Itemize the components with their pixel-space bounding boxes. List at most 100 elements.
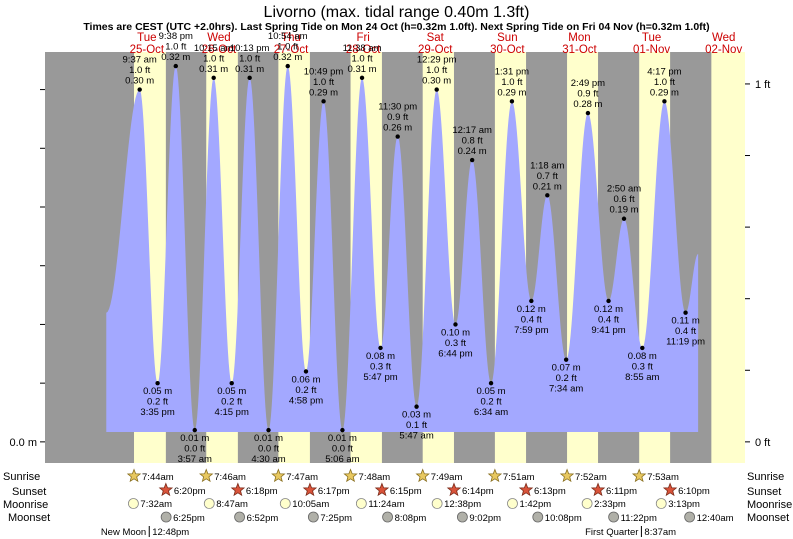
tide-time-7: 4:30 am (251, 454, 285, 465)
tide-ft-13: 0.3 ft (370, 361, 391, 372)
moonrise-time-4: 12:38pm (444, 499, 481, 510)
tide-time-21: 7:59 pm (514, 325, 548, 336)
moonset-time-6: 11:22pm (621, 513, 657, 524)
day-date-7: 01-Nov (633, 44, 670, 56)
tide-time-2: 9:38 pm (159, 31, 193, 42)
sunrise-icon-7 (631, 468, 647, 483)
tide-time-11: 5:06 am (325, 454, 359, 465)
tide-time-23: 7:34 am (549, 384, 583, 395)
moonset-icon-1 (234, 511, 245, 523)
moonrise-icon-3 (355, 498, 367, 509)
day-dow-8: Wed (712, 32, 735, 44)
tide-time-12: 11:38 am (343, 43, 382, 54)
day-date-3: 28-Oct (346, 44, 381, 56)
sunset-icon-0 (158, 482, 174, 497)
tide-point-8 (285, 63, 290, 69)
tide-ft-17: 0.3 ft (445, 338, 466, 349)
moonset-time-3: 8:08pm (395, 513, 427, 524)
tide-curve (106, 66, 699, 432)
tide-time-13: 5:47 pm (363, 372, 397, 383)
tide-m-0: 0.30 m (125, 76, 154, 87)
tide-ft-27: 0.3 ft (632, 361, 653, 372)
tide-ft-14: 0.9 ft (387, 112, 408, 123)
day-dow-3: Fri (356, 32, 369, 44)
row-label-sunrise-right: Sunrise (747, 471, 784, 483)
tide-m-4: 0.31 m (199, 64, 228, 75)
moonset-time-0: 6:25pm (173, 513, 205, 524)
tide-time-29: 11:19 pm (666, 337, 705, 348)
tide-ft-23: 0.2 ft (556, 373, 577, 384)
row-label-moonrise-left: Moonrise (3, 499, 48, 511)
tide-time-20: 1:31 pm (495, 66, 529, 77)
left-axis-label: 0.0 m (9, 437, 37, 449)
tide-points (137, 63, 688, 433)
tide-m-23: 0.07 m (552, 363, 581, 374)
tide-ft-8: 1.0 ft (277, 42, 298, 53)
moonrise-icon-5 (507, 498, 518, 509)
sunset-time-2: 6:17pm (318, 486, 350, 497)
tide-m-14: 0.26 m (383, 123, 412, 134)
tide-ft-22: 0.7 ft (537, 171, 558, 182)
day-date-8: 02-Nov (705, 44, 742, 56)
moonset-icon-7 (684, 511, 696, 523)
sunrise-time-0: 7:44am (142, 472, 174, 483)
moonset-time-7: 12:40am (697, 513, 734, 524)
sunrise-time-6: 7:52am (575, 472, 607, 483)
day-date-6: 31-Oct (562, 44, 597, 56)
moonrise-icon-7 (655, 498, 667, 509)
tide-time-8: 10:54 am (268, 31, 308, 42)
sunrise-icon-0 (126, 468, 142, 483)
tide-point-6 (247, 75, 252, 81)
moonrise-time-3: 11:24am (368, 499, 404, 510)
tide-m-26: 0.19 m (609, 205, 638, 216)
tide-point-29 (683, 310, 688, 315)
tide-point-13 (378, 345, 383, 351)
tide-m-21: 0.12 m (517, 304, 546, 315)
moon-phase-time-1: 8:37am (644, 527, 676, 538)
tide-m-5: 0.05 m (217, 386, 246, 397)
tide-area (106, 66, 699, 432)
sunset-time-7: 6:10pm (678, 486, 710, 497)
tide-ft-7: 0.0 ft (258, 444, 279, 455)
moonset-time-4: 9:02pm (469, 513, 501, 524)
tide-time-5: 4:15 pm (215, 407, 249, 418)
moon-phase-time-0: 12:48pm (152, 527, 189, 538)
sunset-time-3: 6:15pm (390, 486, 422, 497)
tide-m-1: 0.05 m (143, 386, 172, 397)
day-dow-2: Thu (281, 32, 301, 44)
tide-m-10: 0.29 m (309, 87, 338, 98)
tide-time-6: 10:13 pm (230, 43, 270, 54)
row-label-sunrise-left: Sunrise (3, 471, 40, 483)
day-dow-4: Sat (427, 32, 445, 44)
tide-point-10 (321, 99, 326, 104)
tide-m-12: 0.31 m (348, 64, 377, 75)
tide-time-0: 9:37 am (123, 55, 157, 66)
tide-time-25: 9:41 pm (591, 325, 625, 336)
tide-m-28: 0.29 m (650, 87, 679, 98)
tide-time-1: 3:35 pm (140, 407, 174, 418)
moonset-icon-3 (382, 511, 393, 523)
tide-ft-2: 1.0 ft (165, 42, 186, 53)
tide-time-16: 12:29 pm (417, 55, 457, 66)
tide-ft-18: 0.8 ft (462, 136, 483, 147)
day-date-5: 30-Oct (490, 44, 525, 56)
tide-point-16 (434, 87, 439, 92)
tide-m-22: 0.21 m (533, 181, 562, 192)
tide-ft-24: 0.9 ft (577, 89, 598, 100)
tide-time-4: 10:15 am (194, 43, 234, 54)
sunrise-icon-3 (343, 468, 358, 483)
tide-time-26: 2:50 am (607, 184, 641, 195)
moonset-time-1: 6:52pm (247, 513, 279, 524)
sunset-time-1: 6:18pm (246, 486, 278, 497)
moonrise-time-7: 3:13pm (668, 499, 700, 510)
tide-time-24: 2:49 pm (571, 78, 605, 89)
tide-m-6: 0.31 m (235, 64, 264, 75)
tide-point-4 (211, 75, 216, 81)
tide-m-9: 0.06 m (291, 374, 320, 385)
tide-m-19: 0.05 m (477, 386, 506, 397)
day-date-1: 26-Oct (202, 44, 237, 56)
tide-ft-29: 0.4 ft (675, 326, 696, 337)
sunrise-icon-2 (271, 468, 286, 483)
tide-point-26 (621, 216, 627, 221)
tide-ft-9: 0.2 ft (295, 385, 316, 396)
